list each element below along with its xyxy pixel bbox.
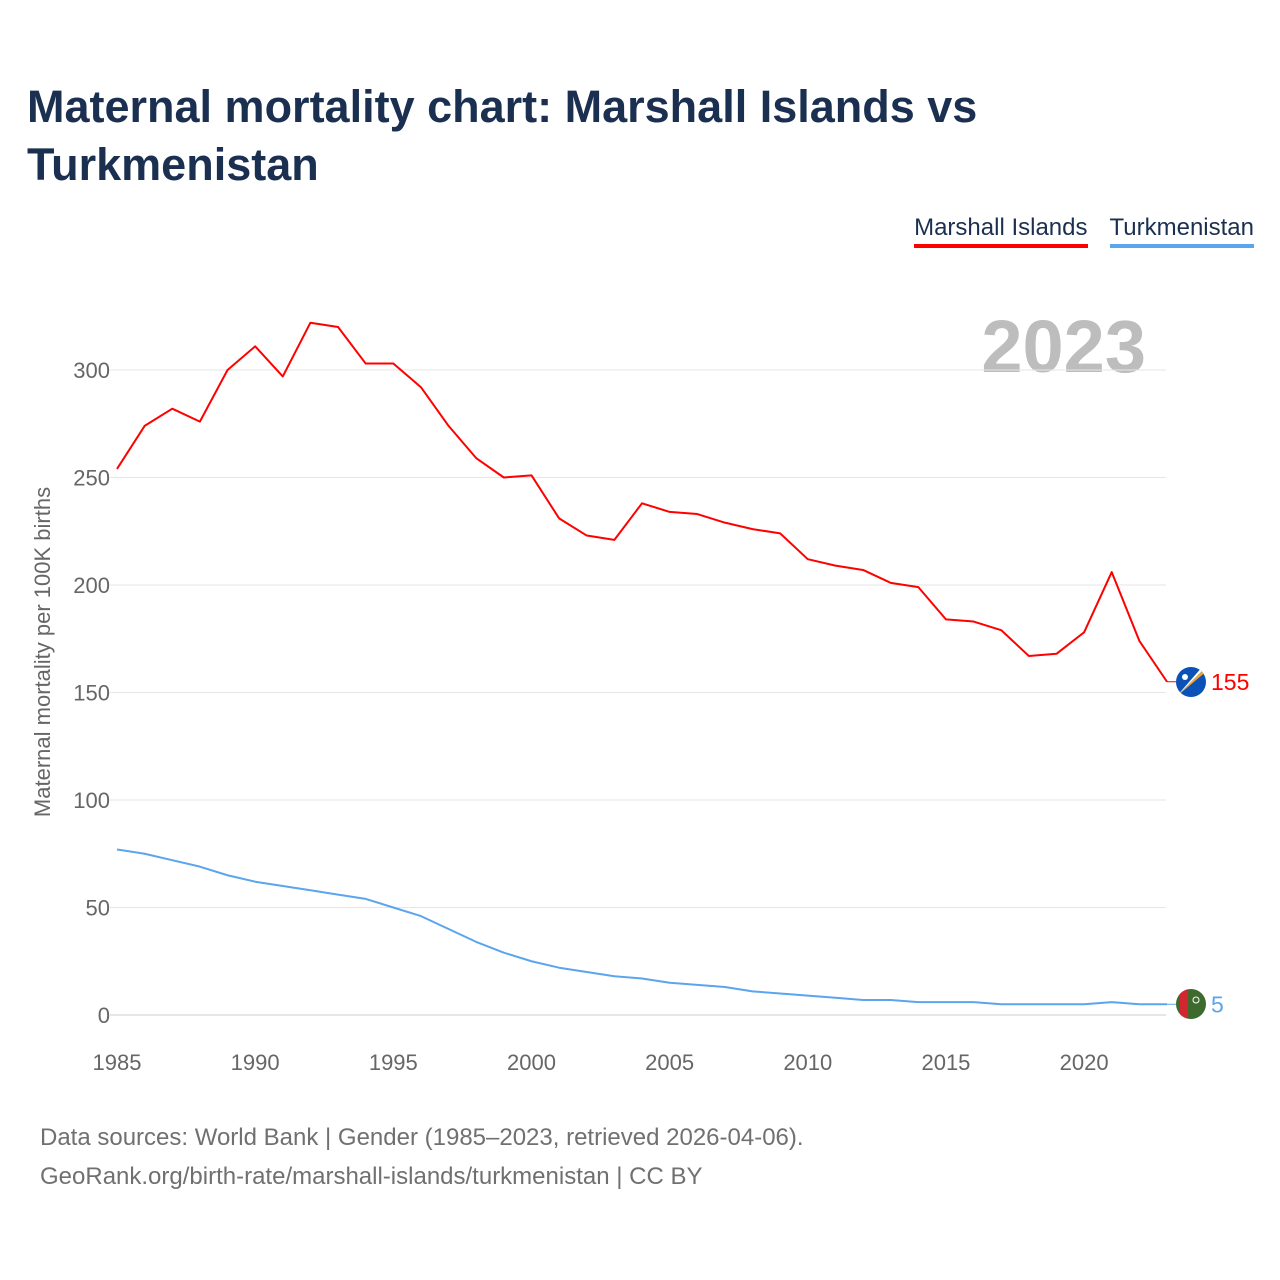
x-tick-label: 2020 <box>1060 1050 1109 1075</box>
turkmenistan-end-label: 5 <box>1211 991 1224 1017</box>
chart-title: Maternal mortality chart: Marshall Islan… <box>27 81 978 190</box>
x-tick-label: 2000 <box>507 1050 556 1075</box>
y-tick-label: 250 <box>73 466 110 491</box>
data-source: Data sources: World Bank | Gender (1985–… <box>40 1124 804 1151</box>
marshall-islands-flag-icon <box>1176 667 1206 697</box>
turkmenistan-line <box>116 848 1167 1006</box>
y-tick-label: 150 <box>73 681 110 706</box>
x-tick-label: 2005 <box>645 1050 694 1075</box>
marshall-islands-end-label: 155 <box>1211 669 1249 695</box>
legend-turkmenistan[interactable]: Turkmenistan <box>1109 214 1254 248</box>
y-tick-label: 300 <box>73 358 110 383</box>
x-tick-label: 2015 <box>921 1050 970 1075</box>
x-tick-label: 2010 <box>783 1050 832 1075</box>
footer: Data sources: World Bank | Gender (1985–… <box>40 1118 804 1196</box>
x-tick-label: 1995 <box>369 1050 418 1075</box>
source-link[interactable]: GeoRank.org/birth-rate/marshall-islands/… <box>40 1163 703 1190</box>
y-axis-label: Maternal mortality per 100K births <box>30 487 55 817</box>
y-tick-label: 0 <box>98 1003 110 1028</box>
y-tick-label: 100 <box>73 788 110 813</box>
marshall-islands-line <box>116 321 1168 683</box>
x-tick-label: 1985 <box>93 1050 142 1075</box>
legend: Marshall Islands Turkmenistan <box>914 214 1254 248</box>
year-watermark: 2023 <box>981 305 1146 388</box>
y-tick-label: 50 <box>86 896 110 921</box>
y-tick-label: 200 <box>73 573 110 598</box>
x-tick-label: 1990 <box>231 1050 280 1075</box>
turkmenistan-flag-icon <box>1176 989 1206 1019</box>
legend-marshall-islands[interactable]: Marshall Islands <box>914 214 1088 248</box>
